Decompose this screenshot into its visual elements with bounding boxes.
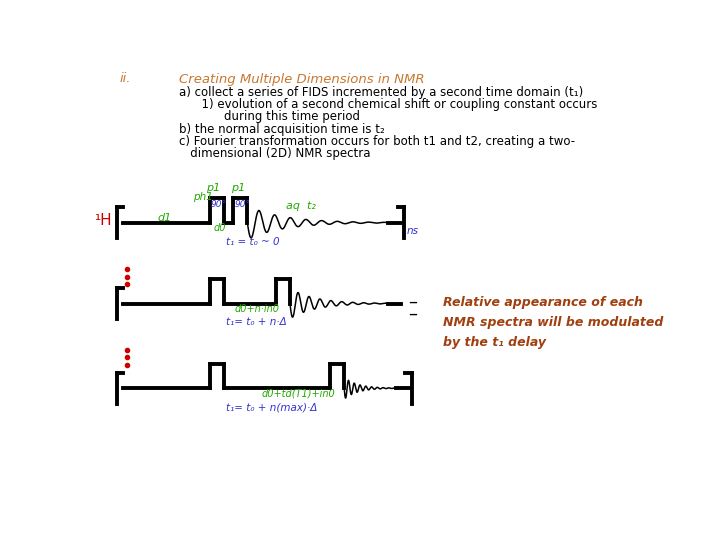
Text: ph1: ph1: [193, 192, 213, 202]
Text: dimensional (2D) NMR spectra: dimensional (2D) NMR spectra: [179, 147, 371, 160]
Text: –: –: [408, 305, 417, 323]
Text: d1: d1: [158, 213, 171, 224]
Text: d0+td(T1)+in0: d0+td(T1)+in0: [261, 389, 336, 399]
Text: p1: p1: [231, 183, 246, 193]
Text: d0+n·in0: d0+n·in0: [235, 304, 279, 314]
Text: 90°: 90°: [211, 200, 227, 210]
Text: t₁ = t₀ ~ 0: t₁ = t₀ ~ 0: [225, 237, 279, 246]
Text: t₁= t₀ + n·Δ: t₁= t₀ + n·Δ: [225, 318, 287, 327]
Text: b) the normal acquisition time is t₂: b) the normal acquisition time is t₂: [179, 123, 385, 136]
Text: ns: ns: [407, 226, 419, 236]
Text: ii.: ii.: [120, 72, 131, 85]
Text: ¹H: ¹H: [94, 213, 112, 228]
Text: d0: d0: [213, 224, 226, 233]
Text: t₁= t₀ + n(max)·Δ: t₁= t₀ + n(max)·Δ: [225, 402, 317, 412]
Text: 1) evolution of a second chemical shift or coupling constant occurs: 1) evolution of a second chemical shift …: [179, 98, 598, 111]
Text: Creating Multiple Dimensions in NMR: Creating Multiple Dimensions in NMR: [179, 72, 425, 85]
Text: Relative appearance of each
NMR spectra will be modulated
by the t₁ delay: Relative appearance of each NMR spectra …: [443, 296, 663, 349]
Text: p1: p1: [206, 183, 220, 193]
Text: c) Fourier transformation occurs for both t1 and t2, creating a two-: c) Fourier transformation occurs for bot…: [179, 135, 575, 148]
Text: 90°: 90°: [234, 200, 250, 210]
Text: a) collect a series of FIDS incremented by a second time domain (t₁): a) collect a series of FIDS incremented …: [179, 85, 583, 99]
Text: during this time period: during this time period: [179, 110, 360, 123]
Text: aq  t₂: aq t₂: [286, 201, 316, 211]
Text: –: –: [408, 293, 417, 310]
